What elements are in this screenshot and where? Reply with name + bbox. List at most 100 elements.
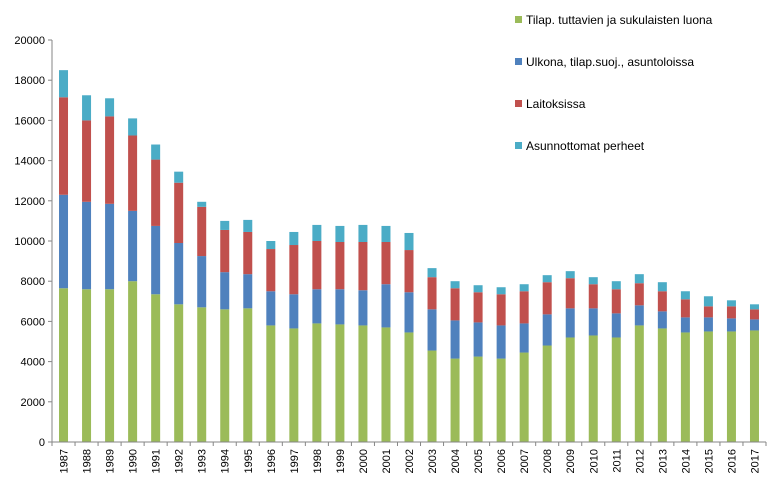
bar-segment-s1-1996 [266,291,276,326]
bar-segment-s1-1994 [220,272,230,310]
bar-segment-s0-2014 [680,332,690,442]
bar-segment-s1-1989 [105,203,115,290]
x-tick-label-1993: 1993 [197,449,209,473]
x-tick-label-1990: 1990 [128,449,140,473]
bar-segment-s1-1988 [82,201,92,290]
bar-segment-s0-2008 [542,345,552,442]
bar-segment-s3-2006 [496,287,506,295]
bar-segment-s2-1987 [59,97,69,195]
bar-segment-s2-1992 [174,182,184,244]
bar-segment-s2-2017 [749,309,759,320]
bar-segment-s0-2011 [611,337,621,442]
y-tick-label: 20000 [14,35,45,47]
x-tick-label-2009: 2009 [565,449,577,473]
legend-label-0: Tilap. tuttavien ja sukulaisten luona [526,13,713,27]
x-tick-label-1996: 1996 [266,449,278,473]
bar-segment-s2-1990 [128,135,138,211]
bar-segment-s0-1990 [128,281,138,442]
y-tick-label: 4000 [21,357,45,369]
bar-segment-s1-1995 [243,274,253,309]
bar-segment-s2-2002 [404,250,414,293]
bar-segment-s0-1987 [59,288,69,442]
bars-group [59,70,759,442]
bar-segment-s2-1997 [289,245,299,295]
bar-segment-s0-2009 [565,337,575,442]
bar-segment-s2-2005 [473,292,483,323]
x-tick-label-2016: 2016 [726,449,738,473]
bar-segment-s2-2010 [588,284,598,309]
bar-segment-s0-2012 [634,325,644,442]
bar-segment-s1-2001 [381,284,391,328]
bar-segment-s1-2007 [519,323,529,353]
bar-segment-s0-2017 [749,330,759,442]
x-tick-label-2008: 2008 [542,449,554,473]
bar-segment-s0-2015 [703,331,713,442]
x-tick-label-1989: 1989 [105,449,117,473]
bar-segment-s0-2010 [588,335,598,442]
bar-segment-s3-2013 [657,282,667,292]
legend-swatch-1 [515,58,522,65]
bar-segment-s2-2006 [496,294,506,326]
bar-segment-s2-1993 [197,206,207,257]
bar-segment-s1-2005 [473,322,483,357]
bar-segment-s1-2012 [634,305,644,326]
bar-segment-s1-2013 [657,311,667,329]
bar-segment-s0-2007 [519,352,529,442]
bar-segment-s3-1999 [335,225,345,243]
bar-segment-s1-2008 [542,314,552,346]
legend-group: Tilap. tuttavien ja sukulaisten luona Ulk… [515,13,713,153]
bar-segment-s3-1987 [59,70,69,98]
bar-segment-s3-1995 [243,219,253,232]
bar-segment-s3-2002 [404,232,414,251]
bar-segment-s3-2008 [542,275,552,283]
bar-segment-s2-2001 [381,242,391,285]
bar-segment-s2-2008 [542,282,552,315]
bar-segment-s0-2013 [657,328,667,442]
bar-segment-s0-2005 [473,356,483,442]
bar-segment-s3-2011 [611,281,621,290]
bar-segment-s2-1994 [220,229,230,273]
bar-segment-s1-2010 [588,308,598,336]
x-tick-label-2006: 2006 [496,449,508,473]
bar-segment-s3-1992 [174,171,184,183]
bar-segment-s0-1991 [151,294,161,442]
x-tick-label-2005: 2005 [473,449,485,473]
x-tick-label-2012: 2012 [634,449,646,473]
bar-segment-s2-2003 [427,277,437,310]
bar-segment-s0-1995 [243,308,253,442]
bar-segment-s2-2016 [726,306,736,319]
bar-segment-s2-1989 [105,116,115,204]
y-tick-label: 2000 [21,397,45,409]
legend-swatch-3 [515,142,522,149]
legend-label-2: Laitoksissa [526,97,586,111]
bar-segment-s2-2012 [634,283,644,306]
x-tick-label-2007: 2007 [519,449,531,473]
bar-segment-s1-1992 [174,243,184,305]
bar-segment-s3-2000 [358,224,368,243]
legend-swatch-0 [515,16,522,23]
bar-segment-s3-2014 [680,291,690,300]
bar-segment-s2-1995 [243,231,253,275]
x-tick-label-2013: 2013 [657,449,669,473]
bar-segment-s2-1998 [312,241,322,290]
bar-segment-s3-2004 [450,281,460,289]
x-tick-label-2000: 2000 [358,449,370,473]
bar-segment-s1-2015 [703,317,713,332]
bar-segment-s3-2016 [726,300,736,307]
bar-segment-s3-1988 [82,95,92,121]
bar-segment-s3-1997 [289,231,299,246]
bar-segment-s0-2006 [496,358,506,442]
x-tick-label-1995: 1995 [243,449,255,473]
bar-segment-s2-2014 [680,299,690,318]
bar-segment-s3-2010 [588,277,598,285]
y-tick-label: 0 [39,437,45,449]
y-tick-label: 6000 [21,316,45,328]
bar-segment-s0-2004 [450,358,460,442]
bar-segment-s2-2000 [358,242,368,291]
bar-segment-s2-2013 [657,291,667,312]
bar-segment-s3-2003 [427,268,437,278]
x-tick-label-2011: 2011 [611,449,623,473]
x-tick-label-2010: 2010 [588,449,600,473]
